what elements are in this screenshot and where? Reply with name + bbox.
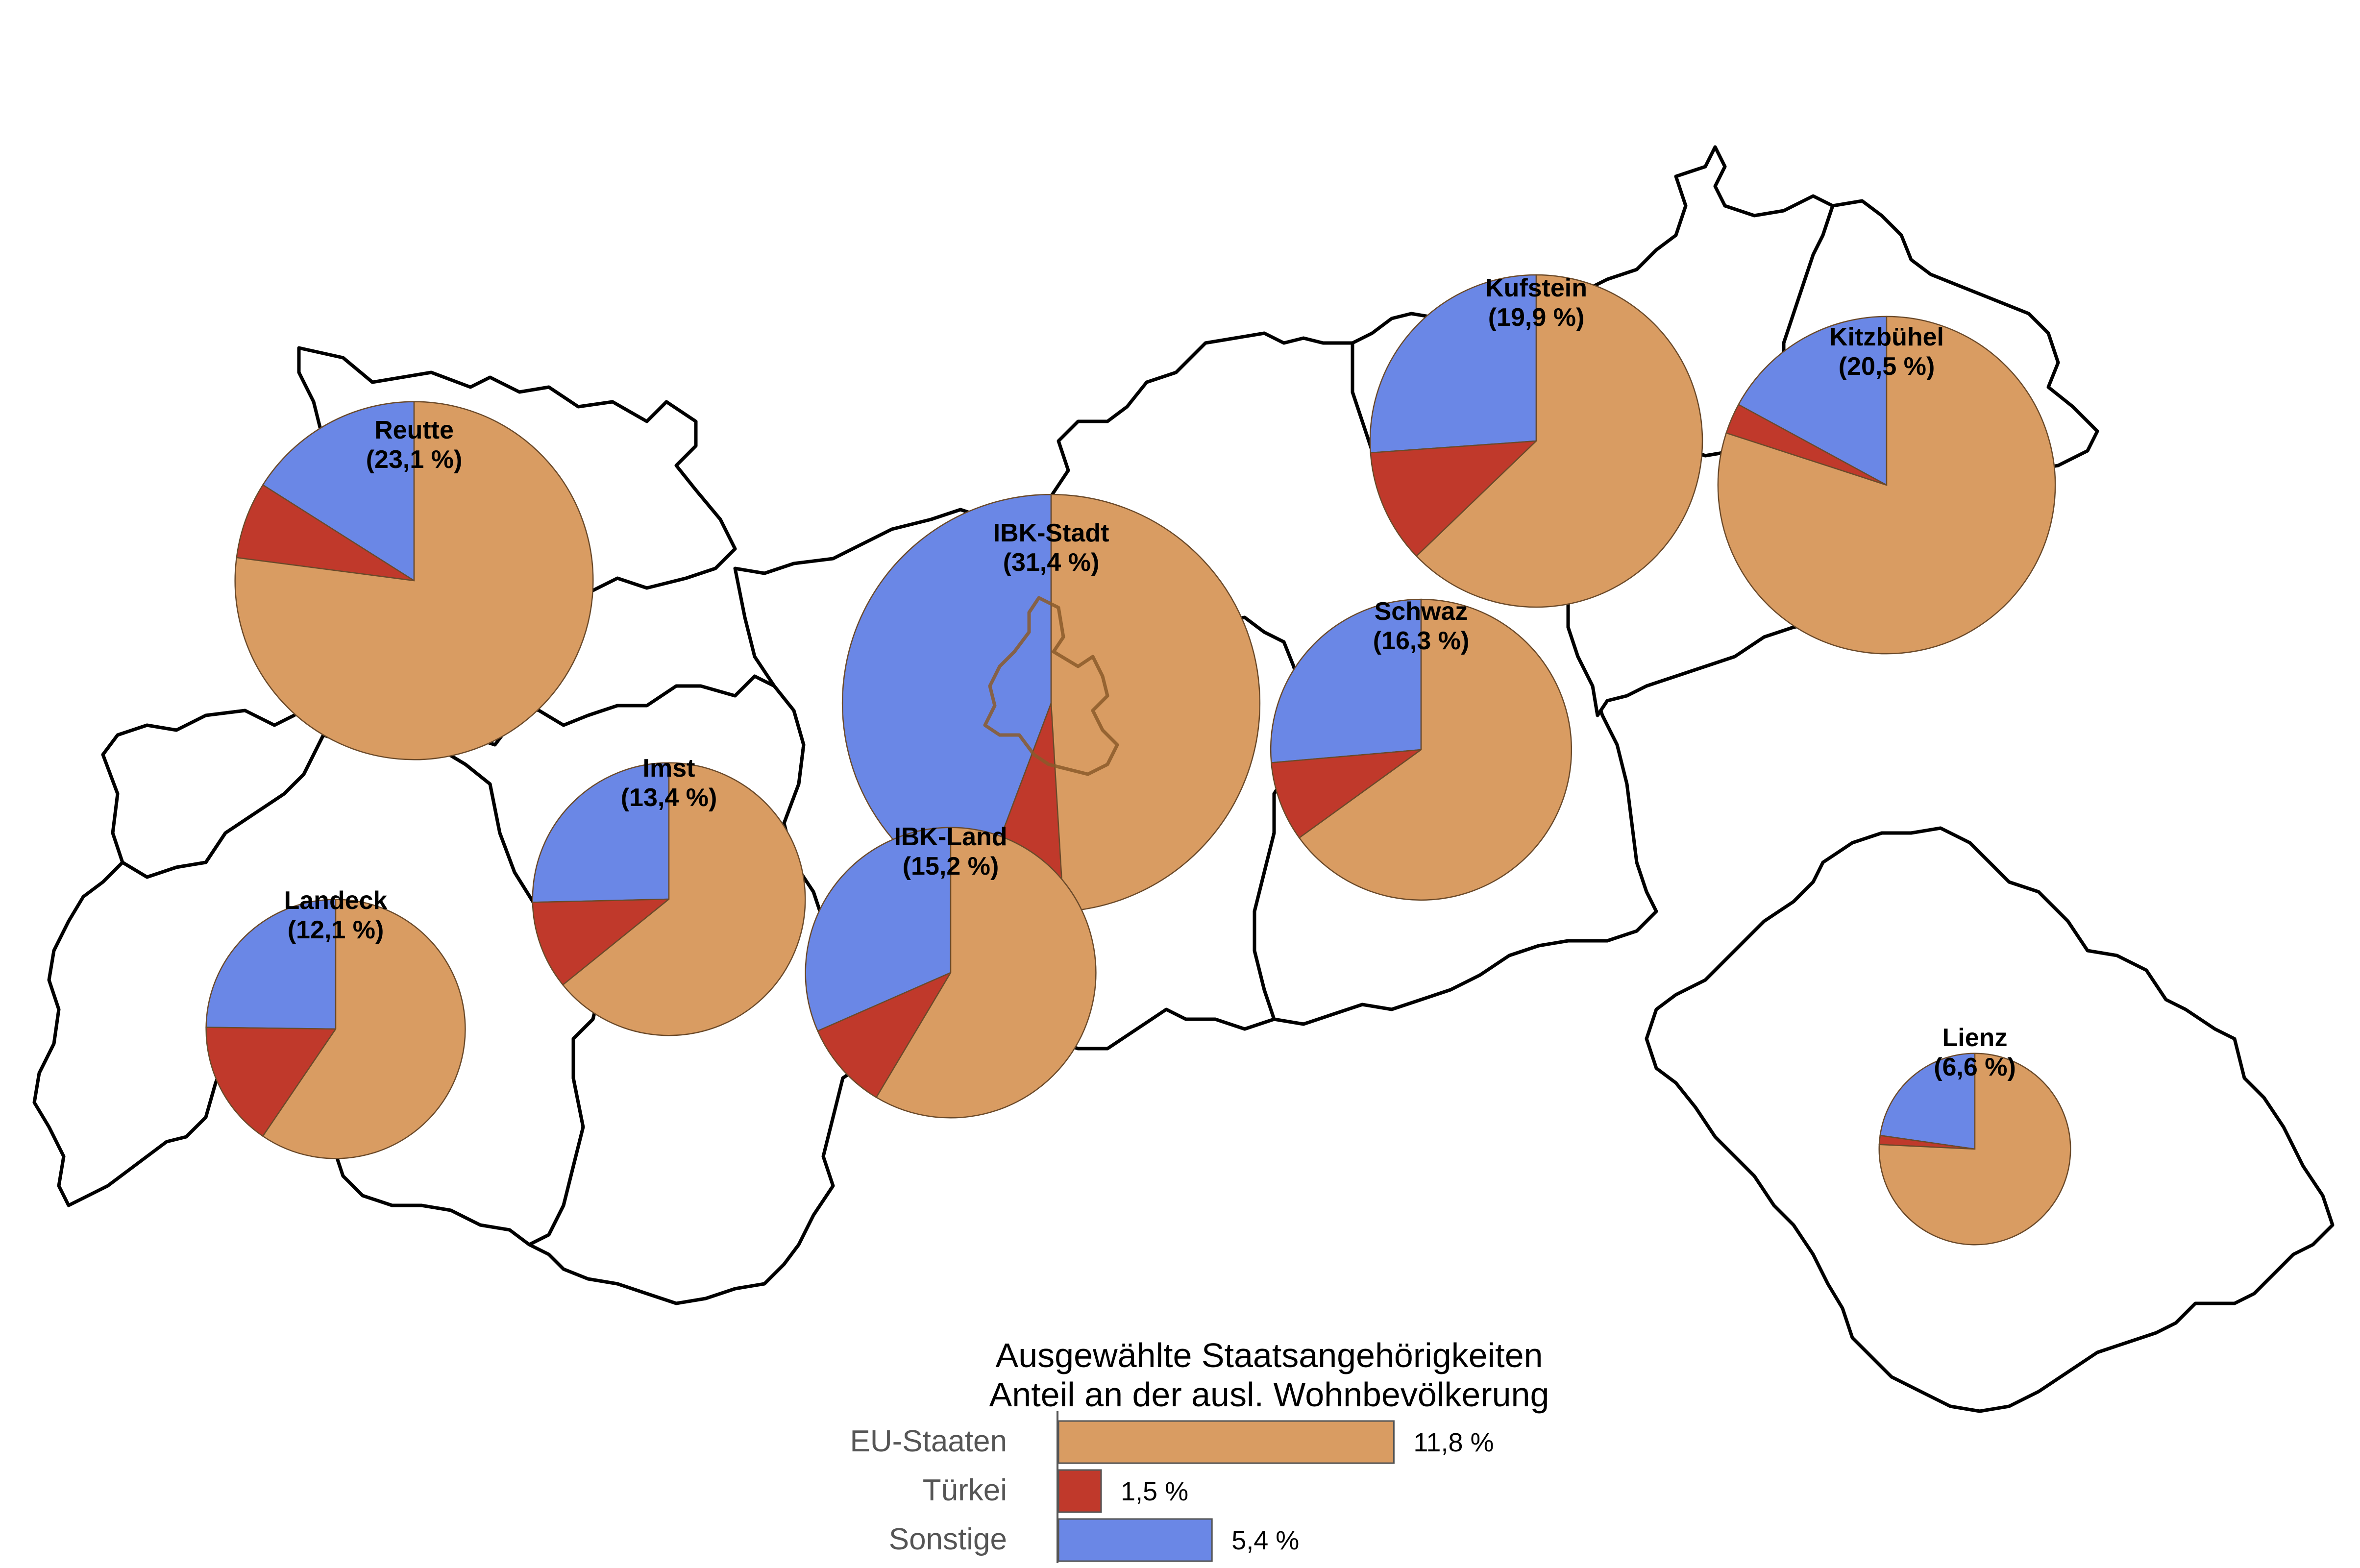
legend-value-other: 5,4 % bbox=[1231, 1526, 1299, 1555]
district-percent-lienz: (6,6 %) bbox=[1934, 1053, 2016, 1081]
pie-slice-ibk-stadt-eu bbox=[1050, 493, 1261, 912]
district-percent-imst: (13,4 %) bbox=[621, 784, 717, 812]
pie-slice-ibk-land-eu bbox=[875, 827, 1097, 1119]
pie-slice-kufstein-other bbox=[1369, 274, 1537, 454]
district-name-lienz: Lienz bbox=[1942, 1024, 2008, 1052]
district-pies bbox=[205, 274, 2071, 1246]
district-name-schwaz: Schwaz bbox=[1375, 597, 1468, 626]
pie-slice-kufstein-turkey bbox=[1370, 440, 1538, 557]
pie-slice-reutte-eu bbox=[234, 401, 594, 760]
legend-label-turkey: Türkei bbox=[923, 1473, 1007, 1507]
district-name-imst: Imst bbox=[643, 754, 695, 783]
legend-title-line1: Ausgewählte Staatsangehörigkeiten bbox=[996, 1336, 1543, 1374]
district-name-kitzbuehel: Kitzbühel bbox=[1829, 323, 1944, 351]
legend-value-eu: 11,8 % bbox=[1413, 1428, 1494, 1457]
district-percent-reutte: (23,1 %) bbox=[366, 445, 463, 474]
pie-slice-kufstein-eu bbox=[1415, 274, 1703, 608]
district-percent-ibk-land: (15,2 %) bbox=[903, 852, 999, 881]
pie-slice-landeck-eu bbox=[262, 899, 466, 1159]
pie-slice-lienz-eu bbox=[1878, 1053, 2071, 1246]
legend-title-line2: Anteil an der ausl. Wohnbevölkerung bbox=[989, 1375, 1549, 1414]
legend: Ausgewählte Staatsangehörigkeiten Anteil… bbox=[850, 1336, 1549, 1563]
district-name-landeck: Landeck bbox=[284, 886, 388, 915]
district-percent-ibk-stadt: (31,4 %) bbox=[1003, 548, 1100, 577]
pie-slice-reutte-other bbox=[262, 401, 415, 582]
district-name-ibk-land: IBK-Land bbox=[894, 823, 1007, 851]
district-name-reutte: Reutte bbox=[374, 416, 454, 444]
district-labels: Reutte(23,1 %) Landeck(12,1 %) Imst(13,4 %… bbox=[284, 274, 2016, 1081]
pie-slice-ibk-land-other bbox=[805, 827, 952, 1032]
legend-label-eu: EU-Staaten bbox=[850, 1424, 1007, 1458]
legend-items: EU-Staaten 11,8 % Türkei 1,5 % Sonstige 5,4 % bbox=[850, 1420, 1494, 1562]
legend-bar-other bbox=[1057, 1518, 1213, 1562]
pie-slice-kitzbuehel-eu bbox=[1717, 316, 2056, 655]
district-percent-kitzbuehel: (20,5 %) bbox=[1839, 352, 1935, 381]
ibk-stadt-outline bbox=[983, 596, 1119, 776]
pie-slice-schwaz-turkey bbox=[1270, 749, 1424, 839]
pie-slice-lienz-other bbox=[1879, 1053, 1976, 1150]
pie-slice-kitzbuehel-other bbox=[1738, 316, 1888, 487]
pie-slice-imst-eu bbox=[562, 762, 806, 1036]
district-name-ibk-stadt: IBK-Stadt bbox=[993, 519, 1109, 547]
district-percent-kufstein: (19,9 %) bbox=[1488, 303, 1585, 332]
pie-slice-schwaz-eu bbox=[1298, 598, 1573, 901]
pie-slice-imst-other bbox=[532, 762, 670, 903]
legend-value-turkey: 1,5 % bbox=[1121, 1477, 1188, 1506]
pie-slice-ibk-land-turkey bbox=[817, 971, 953, 1099]
pie-slice-landeck-turkey bbox=[205, 1027, 337, 1137]
district-percent-landeck: (12,1 %) bbox=[288, 916, 384, 944]
pie-slice-imst-turkey bbox=[532, 898, 671, 986]
district-name-kufstein: Kufstein bbox=[1485, 274, 1587, 302]
legend-label-other: Sonstige bbox=[889, 1522, 1007, 1556]
pie-slice-schwaz-other bbox=[1270, 598, 1422, 763]
legend-bar-eu bbox=[1057, 1420, 1395, 1464]
pie-slice-landeck-other bbox=[205, 899, 337, 1030]
legend-bar-turkey bbox=[1057, 1469, 1102, 1513]
pie-slice-reutte-turkey bbox=[236, 484, 415, 582]
district-percent-schwaz: (16,3 %) bbox=[1373, 627, 1470, 655]
